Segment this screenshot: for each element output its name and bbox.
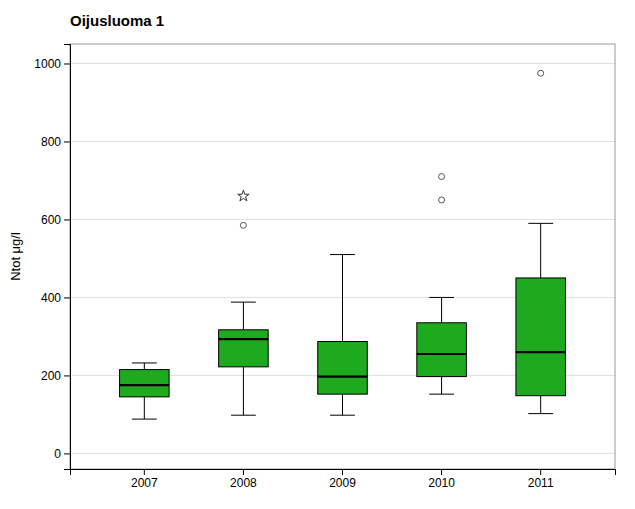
y-axis-title: Ntot μg/l [8,232,23,281]
upper-whisker [243,302,244,330]
upper-cap [429,297,454,298]
x-tick-label: 2009 [329,476,356,490]
lower-cap [132,419,157,420]
median [120,384,170,386]
median [417,353,467,355]
y-tick-label: 800 [41,135,61,149]
x-tick: 2007 [131,469,158,490]
y-axis: 0 200 400 600 800 1000 [34,45,70,470]
y-tick-mark [64,63,70,64]
boxes [120,70,566,419]
lower-whisker [144,397,145,419]
lower-cap [528,413,553,414]
y-tick: 0 [54,447,70,461]
upper-cap [231,302,256,303]
x-tick-mark [342,469,343,475]
x-tick-mark [144,469,145,475]
y-tick: 600 [41,213,70,227]
flier [538,70,544,76]
box [516,278,566,396]
y-tick: 400 [41,291,70,305]
upper-cap [528,223,553,224]
upper-cap [132,362,157,363]
box-group [120,363,170,419]
y-tick: 1000 [34,57,70,71]
y-tick-mark [64,375,70,376]
x-axis-line [71,470,616,476]
title: Oijusluoma 1 [70,12,164,29]
lower-whisker [342,394,343,415]
x-tick: 2009 [329,469,356,490]
extreme-flier [238,190,249,201]
x-tick: 2011 [528,469,554,490]
box-group [417,174,467,395]
upper-whisker [342,255,343,342]
grid-line [70,453,615,454]
y-tick-label: 1000 [34,57,61,71]
x-tick: 2008 [230,469,257,490]
x-axis: 2007 2008 2009 2010 2011 [71,469,616,490]
lower-cap [429,394,454,395]
box-group [516,70,566,413]
box-group [219,190,269,415]
plot-frame [70,44,615,469]
box [120,370,170,397]
grid [70,63,615,453]
y-tick-label: 600 [41,213,61,227]
x-tick-label: 2011 [528,476,554,490]
y-tick-mark [64,453,70,454]
median [516,351,566,353]
grid-line [70,141,615,142]
upper-whisker [540,223,541,278]
x-tick-label: 2007 [131,476,158,490]
x-tick-label: 2008 [230,476,257,490]
y-axis-line [64,45,71,470]
x-tick-mark [243,469,244,475]
lower-cap [330,415,355,416]
upper-cap [330,254,355,255]
x-tick-label: 2010 [428,476,455,490]
y-tick: 800 [41,135,70,149]
y-tick-label: 400 [41,291,61,305]
box-group [318,255,368,416]
chart: 0 200 400 600 800 1000 2007 2008 2009 2010 2011 Oij… [0,0,635,509]
box [219,330,269,367]
grid-line [70,63,615,64]
x-tick: 2010 [428,469,455,490]
y-tick-label: 200 [41,369,61,383]
upper-whisker [144,363,145,370]
flier [240,222,246,228]
y-tick: 200 [41,369,70,383]
median [219,338,269,340]
grid-line [70,219,615,220]
y-tick-label: 0 [54,447,61,461]
lower-whisker [540,396,541,414]
plot: 0 200 400 600 800 1000 2007 2008 2009 2010 2011 [34,44,615,490]
y-tick-mark [64,297,70,298]
median [318,375,368,377]
y-tick-mark [64,141,70,142]
flier [439,174,445,180]
y-tick-mark [64,219,70,220]
box [318,342,368,395]
lower-whisker [243,367,244,415]
upper-whisker [441,297,442,322]
x-tick-mark [540,469,541,475]
lower-whisker [441,377,442,395]
box [417,323,467,377]
flier [439,197,445,203]
x-tick-mark [441,469,442,475]
lower-cap [231,415,256,416]
